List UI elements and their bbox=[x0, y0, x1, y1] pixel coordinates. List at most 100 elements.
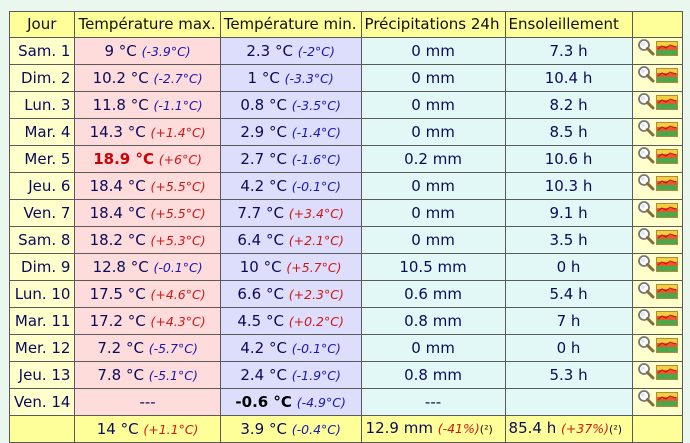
chart-thumbnail-icon[interactable] bbox=[655, 39, 678, 64]
chart-thumbnail-icon[interactable] bbox=[655, 309, 678, 334]
magnifier-icon[interactable] bbox=[637, 281, 655, 307]
row-tmin: 4.2 °C (-0.1°C) bbox=[219, 334, 362, 362]
tmax-value: 18.4 °C bbox=[89, 203, 146, 222]
tmin-value: 4.2 °C bbox=[240, 338, 287, 357]
row-precip: 0 mm bbox=[360, 64, 506, 92]
chart-thumbnail-icon[interactable] bbox=[655, 390, 678, 415]
tmin-value: -0.6 °C bbox=[235, 392, 292, 411]
row-icons bbox=[631, 280, 683, 308]
magnifier-icon[interactable] bbox=[637, 389, 655, 415]
magnifier-icon[interactable] bbox=[637, 119, 655, 145]
precip-value: 0.6 mm bbox=[404, 284, 462, 303]
row-tmin: 2.7 °C (-1.6°C) bbox=[219, 145, 362, 173]
summary-tmin-dev: (-0.4°C) bbox=[291, 421, 341, 437]
magnifier-icon[interactable] bbox=[637, 65, 655, 91]
summary-precip-value: 12.9 mm bbox=[365, 419, 433, 437]
tmax-value: 18.9 °C bbox=[93, 149, 154, 168]
day-label: Jeu. 13 bbox=[18, 365, 71, 384]
tmin-deviation: (-0.1°C) bbox=[291, 340, 341, 356]
header-icons bbox=[631, 11, 683, 38]
precip-value: 0 mm bbox=[411, 41, 455, 60]
row-precip: 0.6 mm bbox=[360, 280, 506, 308]
tmin-deviation: (-1.9°C) bbox=[291, 367, 341, 383]
chart-thumbnail-icon[interactable] bbox=[655, 336, 678, 361]
tmin-deviation: (-0.1°C) bbox=[291, 178, 341, 194]
table-row: Mer. 5 18.9 °C (+6°C) 2.7 °C (-1.6°C) 0.2 m… bbox=[8, 145, 683, 173]
day-label: Ven. 7 bbox=[23, 203, 71, 222]
chart-thumbnail-icon[interactable] bbox=[655, 363, 678, 388]
row-tmin: 10 °C (+5.7°C) bbox=[219, 253, 362, 281]
magnifier-icon[interactable] bbox=[637, 92, 655, 118]
row-day: Mar. 4 bbox=[8, 118, 76, 146]
precip-value: 0 mm bbox=[411, 122, 455, 141]
tmax-deviation: (+4.3°C) bbox=[150, 313, 206, 329]
table-row: Mar. 4 14.3 °C (+1.4°C) 2.9 °C (-1.4°C) 0 m… bbox=[8, 118, 683, 146]
day-label: Mer. 12 bbox=[14, 338, 71, 357]
row-precip: --- bbox=[360, 388, 506, 416]
tmax-deviation: (-5.1°C) bbox=[148, 367, 198, 383]
magnifier-icon[interactable] bbox=[637, 254, 655, 280]
magnifier-icon[interactable] bbox=[637, 173, 655, 199]
sun-value: 0 h bbox=[556, 257, 581, 276]
precip-value: 0.2 mm bbox=[404, 149, 462, 168]
tmin-value: 6.6 °C bbox=[237, 284, 284, 303]
row-tmin: 0.8 °C (-3.5°C) bbox=[219, 91, 362, 119]
precip-value: 0 mm bbox=[411, 338, 455, 357]
sun-value: 10.4 h bbox=[544, 68, 593, 87]
chart-thumbnail-icon[interactable] bbox=[655, 255, 678, 280]
row-precip: 0 mm bbox=[360, 199, 506, 227]
summary-day bbox=[8, 415, 76, 443]
chart-thumbnail-icon[interactable] bbox=[655, 66, 678, 91]
precip-value: 0 mm bbox=[411, 176, 455, 195]
table-row: Jeu. 13 7.8 °C (-5.1°C) 2.4 °C (-1.9°C) 0.8… bbox=[8, 361, 683, 389]
magnifier-icon[interactable] bbox=[637, 362, 655, 388]
row-icons bbox=[631, 307, 683, 335]
magnifier-icon[interactable] bbox=[637, 227, 655, 253]
sun-value: 10.3 h bbox=[544, 176, 593, 195]
tmin-value: 2.9 °C bbox=[240, 122, 287, 141]
summary-icons bbox=[631, 415, 683, 443]
tmax-value: 18.2 °C bbox=[89, 230, 146, 249]
row-icons bbox=[631, 226, 683, 254]
chart-thumbnail-icon[interactable] bbox=[655, 282, 678, 307]
row-day: Sam. 8 bbox=[8, 226, 76, 254]
tmin-deviation: (-3.5°C) bbox=[291, 97, 341, 113]
magnifier-icon[interactable] bbox=[637, 38, 655, 64]
row-sun: 10.3 h bbox=[504, 172, 633, 200]
magnifier-icon[interactable] bbox=[637, 200, 655, 226]
table-row: Dim. 9 12.8 °C (-0.1°C) 10 °C (+5.7°C) 10.5… bbox=[8, 253, 683, 281]
magnifier-icon[interactable] bbox=[637, 146, 655, 172]
day-label: Dim. 9 bbox=[21, 257, 71, 276]
row-day: Sam. 1 bbox=[8, 37, 76, 65]
precip-value: 0 mm bbox=[411, 230, 455, 249]
sun-value: 7 h bbox=[556, 311, 581, 330]
day-label: Dim. 2 bbox=[21, 68, 71, 87]
chart-thumbnail-icon[interactable] bbox=[655, 147, 678, 172]
row-icons bbox=[631, 118, 683, 146]
tmax-value: 17.2 °C bbox=[89, 311, 146, 330]
chart-thumbnail-icon[interactable] bbox=[655, 201, 678, 226]
summary-precip: 12.9 mm (-41%)(²) bbox=[360, 415, 506, 443]
magnifier-icon[interactable] bbox=[637, 335, 655, 361]
precip-value: --- bbox=[424, 392, 442, 411]
table-row: Jeu. 6 18.4 °C (+5.5°C) 4.2 °C (-0.1°C) 0 m… bbox=[8, 172, 683, 200]
chart-thumbnail-icon[interactable] bbox=[655, 93, 678, 118]
tmax-value: 17.5 °C bbox=[89, 284, 146, 303]
sun-value: 8.5 h bbox=[549, 122, 588, 141]
row-precip: 0.8 mm bbox=[360, 307, 506, 335]
tmax-value: 10.2 °C bbox=[92, 68, 149, 87]
row-icons bbox=[631, 91, 683, 119]
chart-thumbnail-icon[interactable] bbox=[655, 120, 678, 145]
row-tmax: 9 °C (-3.9°C) bbox=[74, 37, 221, 65]
header-tmin: Température min. bbox=[219, 11, 362, 38]
tmin-value: 2.7 °C bbox=[240, 149, 287, 168]
row-day: Dim. 2 bbox=[8, 64, 76, 92]
precip-value: 0 mm bbox=[411, 95, 455, 114]
chart-thumbnail-icon[interactable] bbox=[655, 174, 678, 199]
chart-thumbnail-icon[interactable] bbox=[655, 228, 678, 253]
magnifier-icon[interactable] bbox=[637, 308, 655, 334]
row-day: Mar. 11 bbox=[8, 307, 76, 335]
tmax-deviation: (+5.5°C) bbox=[150, 205, 206, 221]
table-row: Dim. 2 10.2 °C (-2.7°C) 1 °C (-3.3°C) 0 mm 1… bbox=[8, 64, 683, 92]
